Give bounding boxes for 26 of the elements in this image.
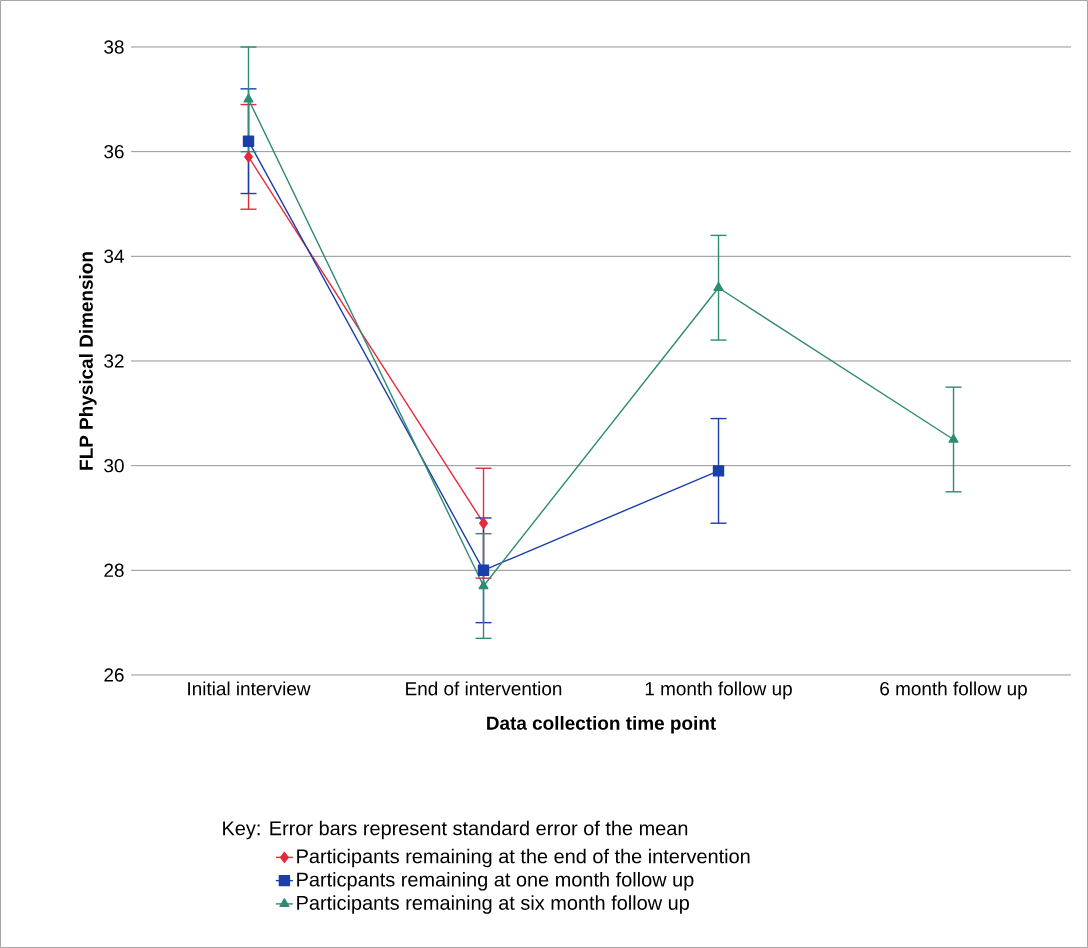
x-tick-label: 1 month follow up [645, 681, 792, 700]
point [948, 433, 959, 443]
y-tick-label: 32 [104, 354, 124, 368]
y-tick-label: 34 [104, 249, 124, 264]
y-tick-label: 28 [104, 563, 124, 578]
y-tick-label: 26 [104, 668, 124, 682]
point [242, 135, 255, 147]
x-axis-title: Data collection time point [487, 715, 716, 734]
legend-title: Key: Error bars represent standard error of the mean [223, 820, 688, 840]
point [478, 580, 489, 590]
y-axis-title: FLP Physical Dimension [78, 252, 97, 470]
x-tick-label: Initial interview [188, 681, 311, 696]
x-tick-label: 6 month follow up [880, 681, 1027, 700]
y-tick-label: 30 [104, 458, 124, 473]
point [713, 282, 724, 291]
point [243, 93, 254, 103]
y-tick-label: 36 [104, 144, 124, 159]
point [477, 564, 490, 577]
x-tick-label: End of intervention [406, 681, 562, 696]
point [712, 465, 725, 477]
legend-label: Participants remaining at six month follow up [297, 895, 689, 914]
y-tick-label: 38 [104, 40, 124, 54]
point [479, 517, 488, 529]
point [244, 151, 253, 163]
legend-label: Participants remaining at the end of the intervention [297, 848, 750, 868]
legend-label: Particpants remaining at one month follow up [297, 872, 694, 891]
